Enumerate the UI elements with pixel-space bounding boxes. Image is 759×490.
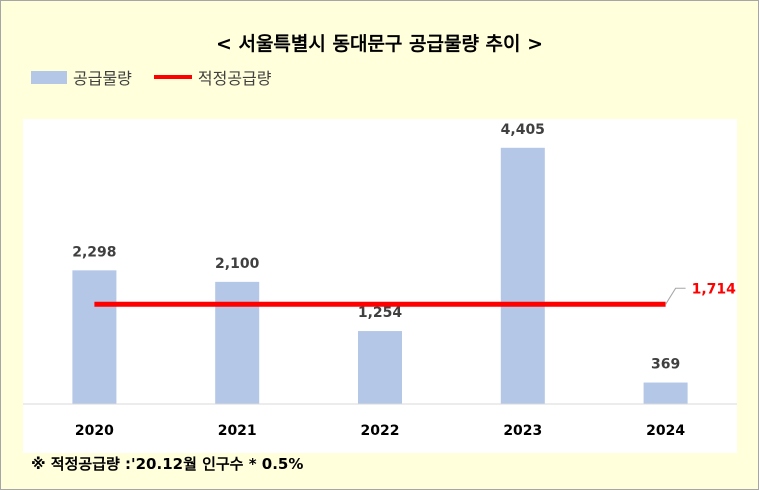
bar-2023 [500, 147, 545, 404]
plot-area: 2,298 2,100 1,254 4,405 369 2020 2021 2022 2023 2… [23, 119, 737, 453]
target-line-label: 1,714 [692, 281, 737, 297]
x-tick-label-2023: 2023 [503, 423, 542, 439]
bar-value-label-2024: 369 [651, 357, 680, 373]
footnote: ※ 적정공급량 :'20.12월 인구수 * 0.5% [31, 455, 304, 473]
bar-2021 [215, 281, 260, 404]
legend-line-label: 적정공급량 [197, 69, 272, 88]
legend-bar-swatch [31, 70, 67, 84]
bar-value-label-2023: 4,405 [501, 122, 545, 138]
bar-2024 [643, 382, 688, 404]
chart-legend: 공급물량 적정공급량 [31, 67, 272, 88]
bar-value-label-2021: 2,100 [215, 256, 260, 272]
bar-value-label-2020: 2,298 [72, 244, 116, 260]
target-label-leader [665, 287, 686, 305]
bar-2020 [72, 270, 117, 404]
bar-chart: 2,298 2,100 1,254 4,405 369 2020 2021 2022 2023 2… [23, 122, 737, 439]
bar-value-label-2022: 1,254 [358, 305, 403, 321]
legend-bar-label: 공급물량 [73, 69, 132, 88]
x-tick-label-2022: 2022 [361, 423, 400, 439]
bar-2022 [358, 331, 402, 404]
chart-title: < 서울특별시 동대문구 공급물량 추이 > [215, 33, 544, 55]
x-tick-label-2024: 2024 [646, 423, 685, 439]
x-tick-label-2020: 2020 [75, 423, 114, 439]
legend-line-swatch [153, 75, 192, 79]
x-tick-label-2021: 2021 [218, 423, 257, 439]
